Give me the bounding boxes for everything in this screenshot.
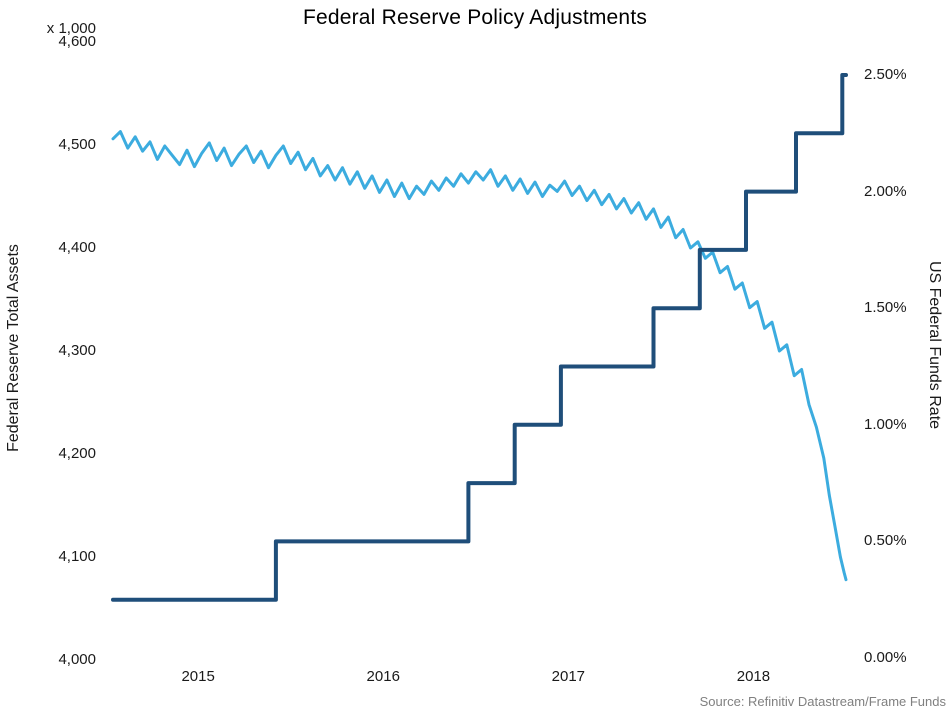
right-axis-tick-label: 0.50% [864,532,907,550]
right-axis-tick-label: 1.50% [864,299,907,317]
right-axis-tick-label: 1.00% [864,415,907,433]
x-axis-tick-label: 2018 [736,668,771,685]
right-axis-tick-label: 0.00% [864,649,907,666]
x-axis-tick-label: 2015 [181,668,215,685]
total-assets-line [111,130,848,582]
left-axis-tick-label: 4,000 [58,651,96,668]
left-axis-tick-label: 4,200 [58,445,96,462]
right-axis-tick-label: 2.50% [864,66,907,83]
left-axis-multiplier-label: x 1,000 [46,20,96,37]
x-axis-tick-label: 2017 [551,668,586,685]
left-axis-tick-label: 4,100 [58,548,96,565]
left-axis-tick-label: 4,600 [58,33,96,50]
source-note: Source: Refinitiv Datastream/Frame Funds [699,694,946,709]
left-axis-tick-label: 4,400 [58,239,96,256]
left-axis-tick-label: 4,500 [58,136,96,153]
x-axis-tick-label: 2016 [366,668,400,685]
fed-funds-rate-line [111,73,848,602]
chart-title: Federal Reserve Policy Adjustments [302,6,648,29]
right-axis-tick-label: 2.00% [864,182,907,200]
left-axis-tick-label: 4,300 [58,342,96,359]
